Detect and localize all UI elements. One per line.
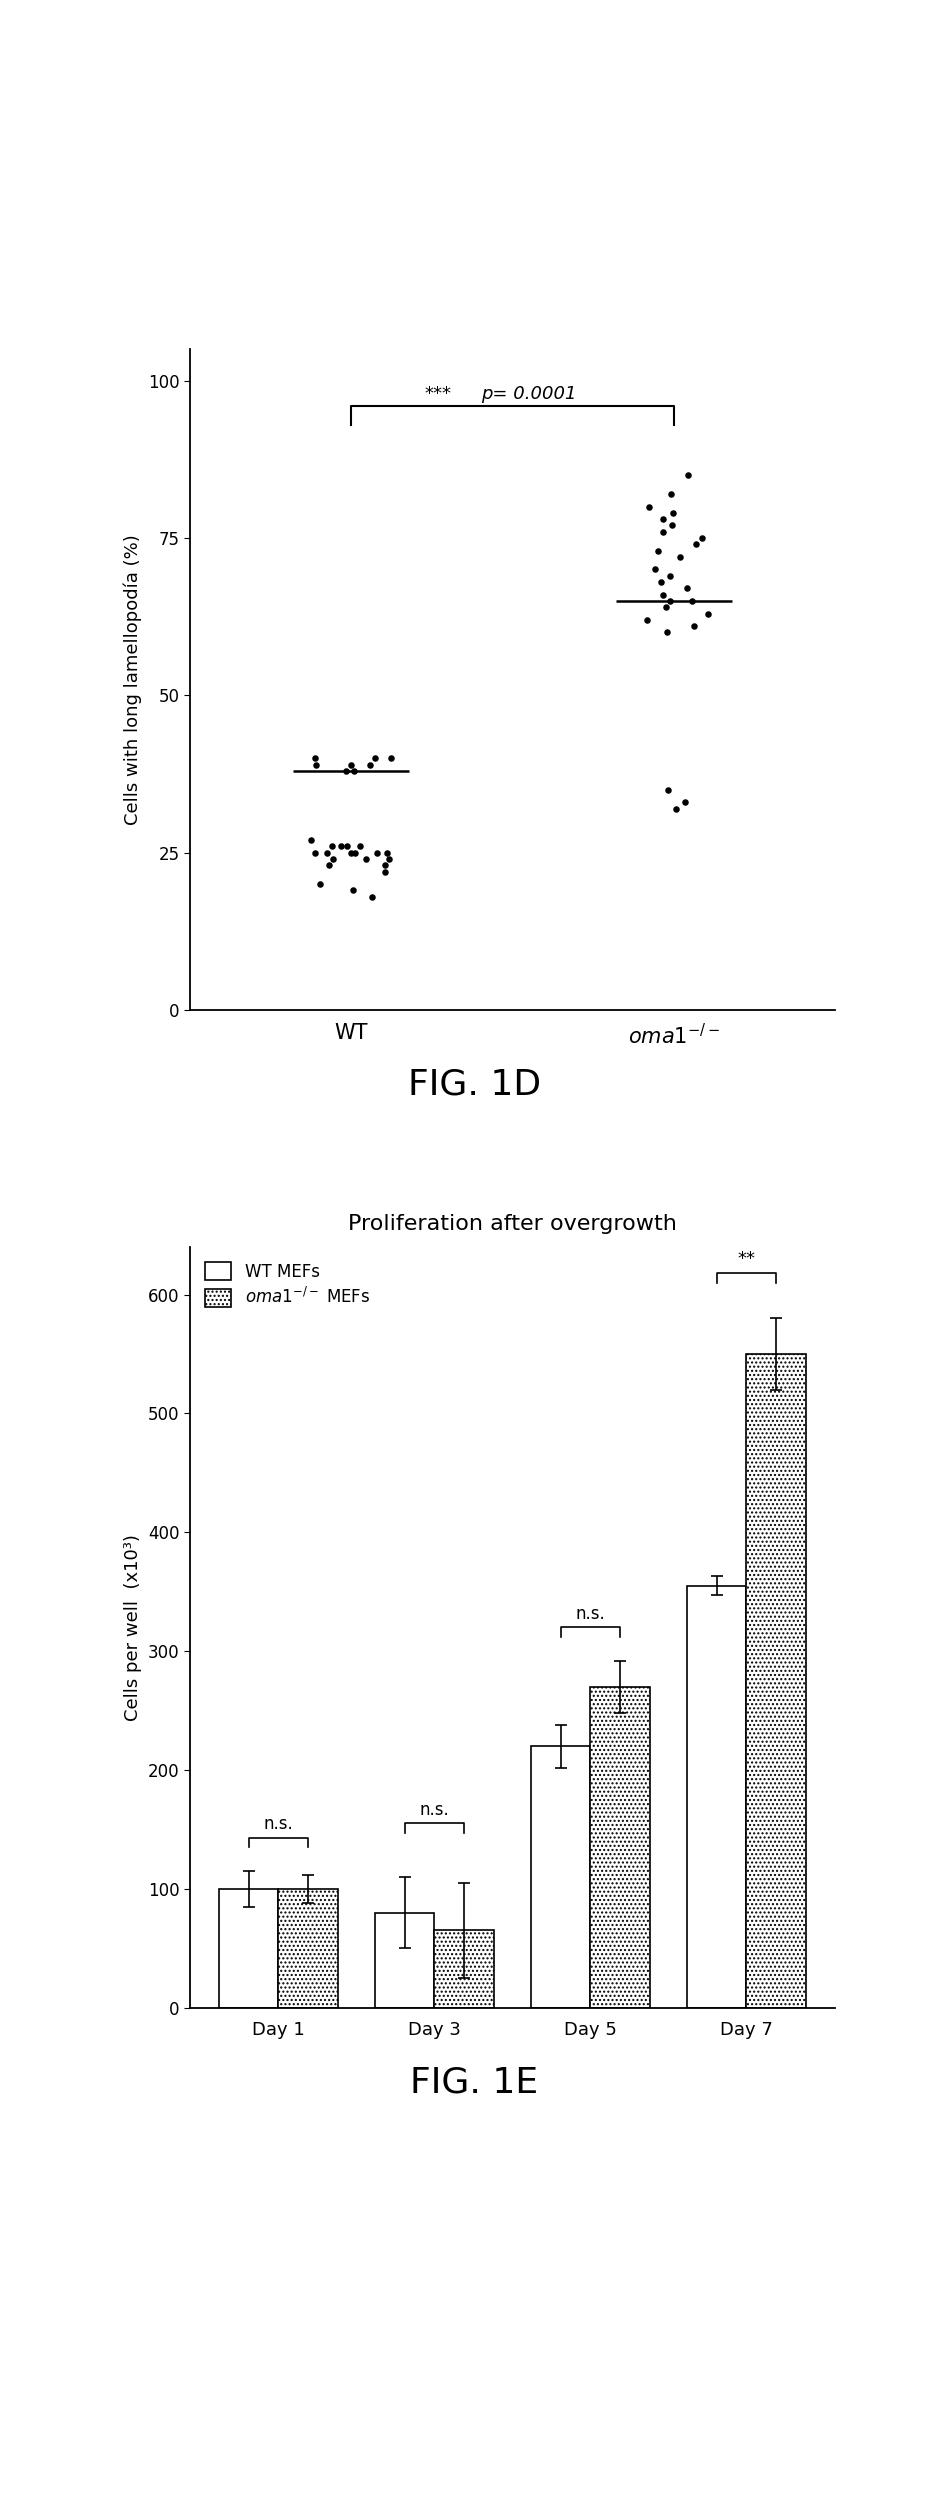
Point <box>367 738 382 778</box>
Point <box>308 746 324 786</box>
Point <box>325 826 340 865</box>
Text: FIG. 1E: FIG. 1E <box>410 2065 539 2100</box>
Text: **: ** <box>737 1249 755 1269</box>
Point <box>326 838 341 878</box>
Point <box>333 826 348 865</box>
Point <box>369 833 384 873</box>
Point <box>659 586 674 626</box>
Point <box>656 574 671 614</box>
Text: n.s.: n.s. <box>576 1604 605 1624</box>
Point <box>347 833 363 873</box>
Point <box>647 549 662 589</box>
Point <box>678 783 693 823</box>
Point <box>672 536 687 576</box>
Point <box>668 788 683 828</box>
Point <box>320 833 335 873</box>
Title: Proliferation after overgrowth: Proliferation after overgrowth <box>348 1215 677 1235</box>
Point <box>684 581 699 621</box>
Text: FIG. 1D: FIG. 1D <box>408 1067 541 1102</box>
Bar <box>590 1686 650 2008</box>
Bar <box>375 1913 435 2008</box>
Text: p= 0.0001: p= 0.0001 <box>481 384 576 402</box>
Bar <box>278 1888 338 2008</box>
Point <box>680 454 696 494</box>
Point <box>313 865 328 905</box>
Point <box>689 524 704 564</box>
Point <box>378 845 393 885</box>
Point <box>339 751 354 791</box>
Point <box>344 746 359 786</box>
Point <box>307 738 323 778</box>
Point <box>663 474 679 514</box>
Bar <box>747 1354 806 2008</box>
Point <box>364 878 380 918</box>
Point <box>642 486 657 526</box>
Bar <box>435 1930 493 2008</box>
Point <box>664 506 679 546</box>
Point <box>662 556 678 596</box>
Bar <box>687 1586 747 2008</box>
Point <box>665 494 680 534</box>
Point <box>655 511 670 551</box>
Point <box>321 845 336 885</box>
Y-axis label: Cells per well  (x10³): Cells per well (x10³) <box>124 1534 142 1721</box>
Point <box>700 594 716 633</box>
Legend: WT MEFs, $oma1^{-/-}$ MEFs: WT MEFs, $oma1^{-/-}$ MEFs <box>198 1254 377 1314</box>
Text: n.s.: n.s. <box>264 1816 293 1833</box>
Point <box>304 821 319 860</box>
Point <box>656 499 671 539</box>
Point <box>679 569 695 609</box>
Point <box>651 531 666 571</box>
Point <box>381 838 397 878</box>
Bar <box>531 1746 590 2008</box>
Point <box>660 614 675 653</box>
Point <box>346 751 362 791</box>
Point <box>345 870 361 910</box>
Point <box>660 771 675 811</box>
Text: ***: *** <box>425 384 452 402</box>
Y-axis label: Cells with long lamellopodía (%): Cells with long lamellopodía (%) <box>123 534 142 826</box>
Point <box>340 826 355 865</box>
Point <box>640 601 655 641</box>
Point <box>686 606 701 646</box>
Point <box>352 826 367 865</box>
Bar <box>219 1888 278 2008</box>
Point <box>359 838 374 878</box>
Point <box>380 833 395 873</box>
Point <box>378 850 393 890</box>
Point <box>363 746 378 786</box>
Point <box>654 561 669 601</box>
Point <box>695 519 710 559</box>
Point <box>383 738 399 778</box>
Point <box>307 833 323 873</box>
Text: n.s.: n.s. <box>419 1801 449 1818</box>
Point <box>344 833 359 873</box>
Point <box>662 581 678 621</box>
